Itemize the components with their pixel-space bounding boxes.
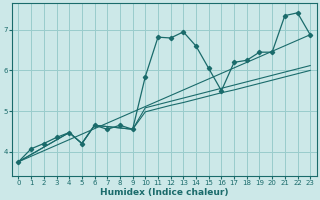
X-axis label: Humidex (Indice chaleur): Humidex (Indice chaleur): [100, 188, 228, 197]
